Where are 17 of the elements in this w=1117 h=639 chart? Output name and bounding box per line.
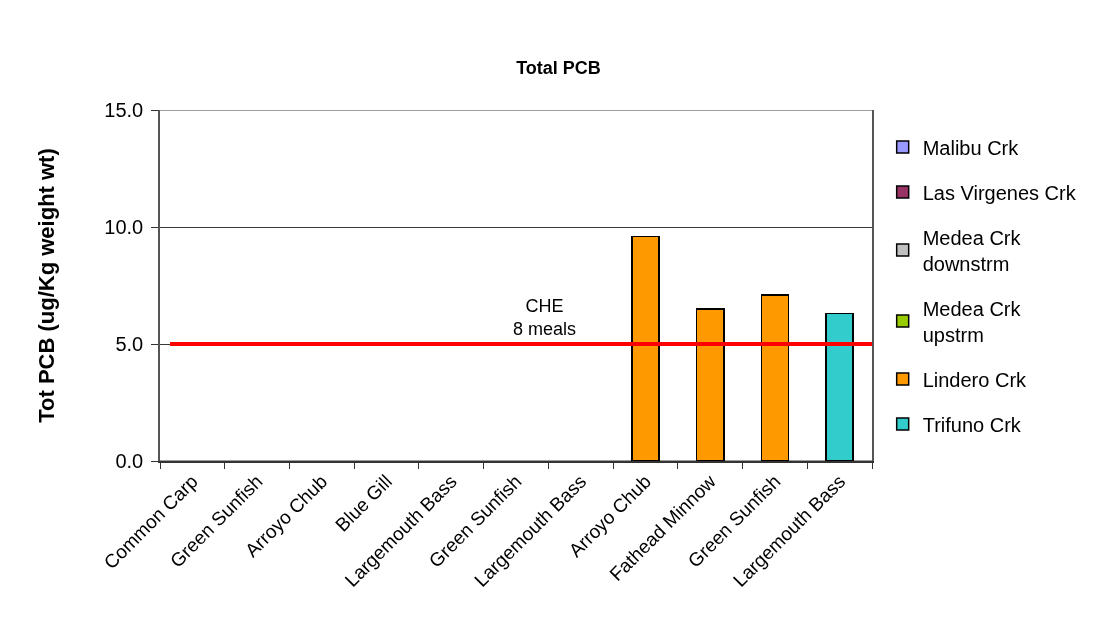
- bar: [695, 308, 725, 461]
- legend-label: Trifuno Crk: [922, 413, 1022, 436]
- legend-label: Medea Crk upstrm: [922, 297, 1022, 346]
- legend-label: Lindero Crk: [922, 368, 1028, 391]
- y-tick-label: 10.0: [104, 216, 144, 238]
- bar: [760, 294, 790, 461]
- y-tick-label: 5.0: [115, 333, 144, 355]
- bar: [825, 312, 854, 461]
- chart-title: Total PCB: [516, 58, 601, 79]
- legend-label: Medea Crk downstrm: [922, 226, 1022, 275]
- legend-label: Malibu Crk: [922, 136, 1020, 159]
- ref-line-label: CHE 8 meals: [513, 296, 577, 340]
- bar: [631, 235, 660, 461]
- y-axis-title: Tot PCB (ug/Kg weight wt): [33, 148, 59, 423]
- y-tick-label: 15.0: [104, 99, 144, 121]
- y-tick-label: 0.0: [115, 450, 144, 472]
- legend-label: Las Virgenes Crk: [922, 181, 1077, 204]
